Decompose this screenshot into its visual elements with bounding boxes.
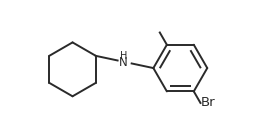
Text: N: N	[119, 56, 128, 69]
Text: Br: Br	[201, 96, 216, 110]
Text: H: H	[120, 51, 127, 61]
